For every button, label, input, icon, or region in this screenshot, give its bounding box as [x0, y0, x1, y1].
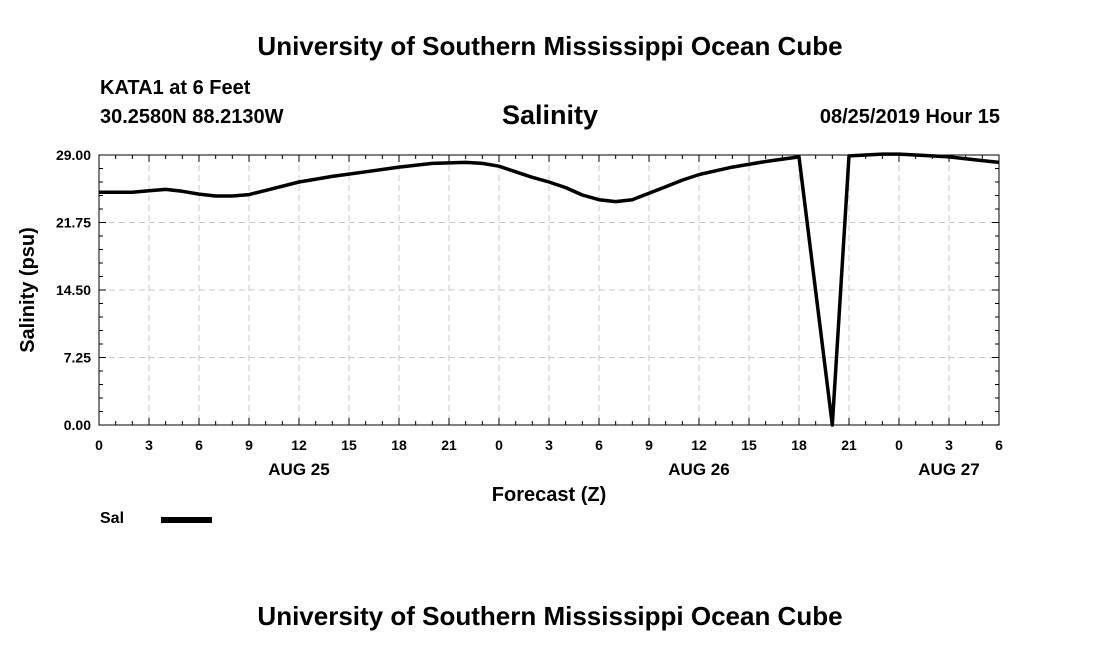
- station-label: KATA1 at 6 Feet: [100, 77, 251, 99]
- x-tick-label: 0: [95, 437, 103, 453]
- x-tick-label: 0: [495, 437, 503, 453]
- x-tick-label: 0: [895, 437, 903, 453]
- x-tick-label: 6: [995, 437, 1003, 453]
- day-label: AUG 27: [918, 460, 979, 479]
- legend-label: Sal: [100, 510, 125, 527]
- day-label: AUG 25: [268, 460, 329, 479]
- x-tick-label: 15: [741, 437, 757, 453]
- x-tick-label: 6: [195, 437, 203, 453]
- y-tick-label: 7.25: [64, 350, 91, 366]
- x-tick-label: 18: [391, 437, 407, 453]
- legend-swatch: [161, 517, 212, 523]
- salinity-series-line: [99, 152, 1000, 427]
- x-tick-label: 9: [645, 437, 653, 453]
- forecast-datetime: 08/25/2019 Hour 15: [819, 106, 1000, 128]
- series-layer: [99, 152, 1000, 427]
- main-title: University of Southern Mississippi Ocean…: [257, 31, 843, 61]
- x-tick-label: 21: [441, 437, 457, 453]
- y-tick-label: 14.50: [56, 282, 91, 298]
- y-axis-label: Salinity (psu): [17, 227, 39, 353]
- axis-ticks: [98, 154, 1000, 426]
- x-tick-label: 3: [945, 437, 953, 453]
- x-tick-label: 15: [341, 437, 357, 453]
- tick-labels: 0 3 6 9 12 15 18 21 0 3 6 9 12 15 18 21 0 3 6 AUG 25 AUG 26 A…: [56, 147, 1003, 479]
- chart-title: Salinity: [501, 100, 599, 130]
- grid: [99, 155, 999, 425]
- x-tick-label: 3: [545, 437, 553, 453]
- x-tick-label: 3: [145, 437, 153, 453]
- y-tick-label: 29.00: [56, 147, 91, 163]
- x-tick-label: 21: [841, 437, 857, 453]
- footer-title: University of Southern Mississippi Ocean…: [257, 601, 843, 631]
- y-tick-label: 0.00: [64, 417, 91, 433]
- plot-frame: [98, 154, 1000, 426]
- x-axis-label: Forecast (Z): [492, 484, 606, 506]
- x-tick-label: 12: [691, 437, 707, 453]
- station-coordinates: 30.2580N 88.2130W: [100, 106, 284, 128]
- day-label: AUG 26: [668, 460, 729, 479]
- y-tick-label: 21.75: [56, 215, 91, 231]
- x-tick-label: 12: [291, 437, 307, 453]
- x-tick-label: 6: [595, 437, 603, 453]
- x-tick-label: 9: [245, 437, 253, 453]
- x-tick-label: 18: [791, 437, 807, 453]
